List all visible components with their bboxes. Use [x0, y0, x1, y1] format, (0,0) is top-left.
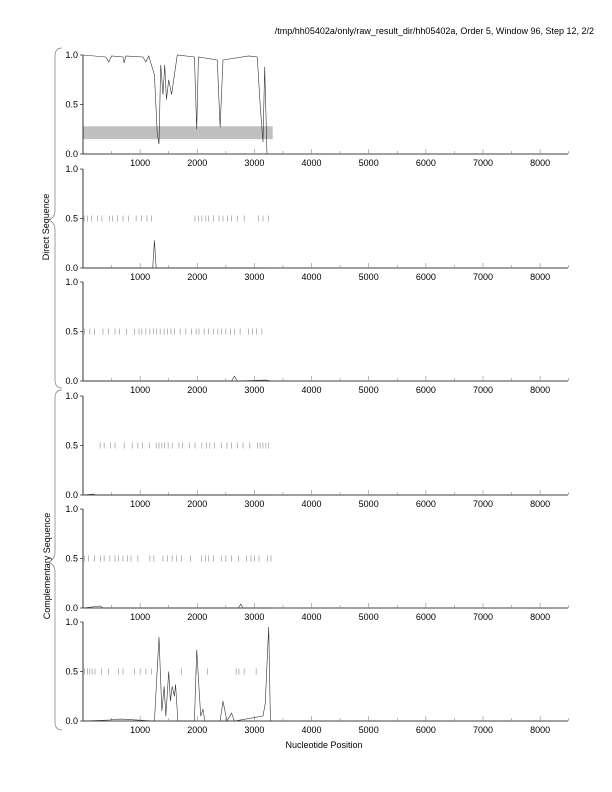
x-tick-label: 6000: [416, 725, 436, 735]
panel-complementary-frame-2: 0.0 0.5 1.0 1000 2000 3000 4000 5000 6000 7000 800…: [65, 504, 569, 622]
x-tick-label: 2000: [187, 725, 207, 735]
x-tick-label: 8000: [530, 272, 550, 282]
x-tick-label: 5000: [359, 385, 379, 395]
x-tick-label: 4000: [302, 272, 322, 282]
x-tick-label: 7000: [473, 612, 493, 622]
series-line: [82, 626, 272, 722]
x-tick-label: 4000: [302, 612, 322, 622]
x-axis-label: Nucleotide Position: [285, 740, 363, 750]
x-tick-label: 7000: [473, 385, 493, 395]
x-tick-label: 1000: [130, 725, 150, 735]
panel-direct-frame-1: 0.0 0.5 1.0 1000 2000 3000 4000 5000 6000 7000 800…: [65, 50, 569, 168]
y-tick-label: 1.0: [65, 164, 78, 174]
y-tick-label: 0.5: [65, 327, 78, 337]
y-tick-label: 0.5: [65, 441, 78, 451]
x-tick-label: 1000: [130, 272, 150, 282]
panel-complementary-frame-1: 0.0 0.5 1.0 1000 2000 3000 4000 5000 6000 7000 800…: [65, 391, 569, 509]
highlight-band: [83, 126, 273, 140]
x-tick-label: 5000: [359, 272, 379, 282]
y-tick-label: 0.0: [65, 490, 78, 500]
x-tick-label: 7000: [473, 158, 493, 168]
x-tick-label: 4000: [302, 725, 322, 735]
y-tick-label: 0.0: [65, 603, 78, 613]
y-tick-label: 1.0: [65, 50, 78, 60]
x-tick-label: 3000: [244, 725, 264, 735]
x-tick-label: 3000: [244, 272, 264, 282]
x-tick-label: 8000: [530, 385, 550, 395]
panel-direct-frame-2: 0.0 0.5 1.0 1000 2000 3000 4000 5000 6000 7000 800…: [65, 164, 569, 282]
x-tick-label: 6000: [416, 385, 436, 395]
x-tick-label: 5000: [359, 499, 379, 509]
panel-direct-frame-3: 0.0 0.5 1.0 1000 2000 3000 4000 5000 6000 7000 800…: [65, 277, 569, 395]
x-tick-label: 3000: [244, 499, 264, 509]
series-line: [82, 493, 272, 496]
x-tick-label: 5000: [359, 158, 379, 168]
x-tick-label: 7000: [473, 499, 493, 509]
y-tick-label: 0.0: [65, 149, 78, 159]
y-tick-label: 0.5: [65, 100, 78, 110]
x-tick-label: 6000: [416, 499, 436, 509]
series-line: [83, 240, 272, 269]
x-tick-label: 1000: [130, 612, 150, 622]
x-tick-label: 6000: [416, 272, 436, 282]
x-tick-label: 1000: [130, 499, 150, 509]
x-tick-label: 8000: [530, 612, 550, 622]
x-tick-label: 6000: [416, 612, 436, 622]
y-tick-label: 0.0: [65, 263, 78, 273]
y-tick-label: 0.0: [65, 716, 78, 726]
plot-title: /tmp/hh05402a/only/raw_result_dir/hh0540…: [274, 26, 594, 36]
x-tick-label: 3000: [244, 612, 264, 622]
series-line: [82, 603, 272, 609]
y-tick-label: 0.5: [65, 214, 78, 224]
y-tick-label: 1.0: [65, 391, 78, 401]
series-line: [83, 375, 272, 382]
x-tick-label: 3000: [244, 385, 264, 395]
x-tick-label: 8000: [530, 158, 550, 168]
complementary-bracket: [46, 389, 63, 731]
x-tick-label: 5000: [359, 612, 379, 622]
x-tick-label: 7000: [473, 272, 493, 282]
panel-complementary-frame-3: 0.0 0.5 1.0 1000 2000 3000 4000 5000 6000 7000 800…: [65, 617, 569, 735]
y-tick-label: 0.5: [65, 554, 78, 564]
x-tick-label: 8000: [530, 725, 550, 735]
y-tick-label: 1.0: [65, 504, 78, 514]
x-tick-label: 2000: [187, 158, 207, 168]
y-tick-label: 1.0: [65, 617, 78, 627]
x-tick-label: 4000: [302, 499, 322, 509]
x-tick-label: 5000: [359, 725, 379, 735]
x-tick-label: 6000: [416, 158, 436, 168]
x-tick-label: 2000: [187, 612, 207, 622]
x-tick-label: 8000: [530, 499, 550, 509]
x-tick-label: 4000: [302, 158, 322, 168]
y-tick-label: 0.5: [65, 667, 78, 677]
direct-bracket: [46, 47, 63, 389]
y-tick-label: 1.0: [65, 277, 78, 287]
x-tick-label: 3000: [244, 158, 264, 168]
x-tick-label: 1000: [130, 158, 150, 168]
x-tick-label: 1000: [130, 385, 150, 395]
y-tick-label: 0.0: [65, 376, 78, 386]
x-tick-label: 2000: [187, 499, 207, 509]
x-tick-label: 4000: [302, 385, 322, 395]
x-tick-label: 2000: [187, 385, 207, 395]
x-tick-label: 7000: [473, 725, 493, 735]
x-tick-label: 2000: [187, 272, 207, 282]
series-line: [82, 54, 268, 155]
